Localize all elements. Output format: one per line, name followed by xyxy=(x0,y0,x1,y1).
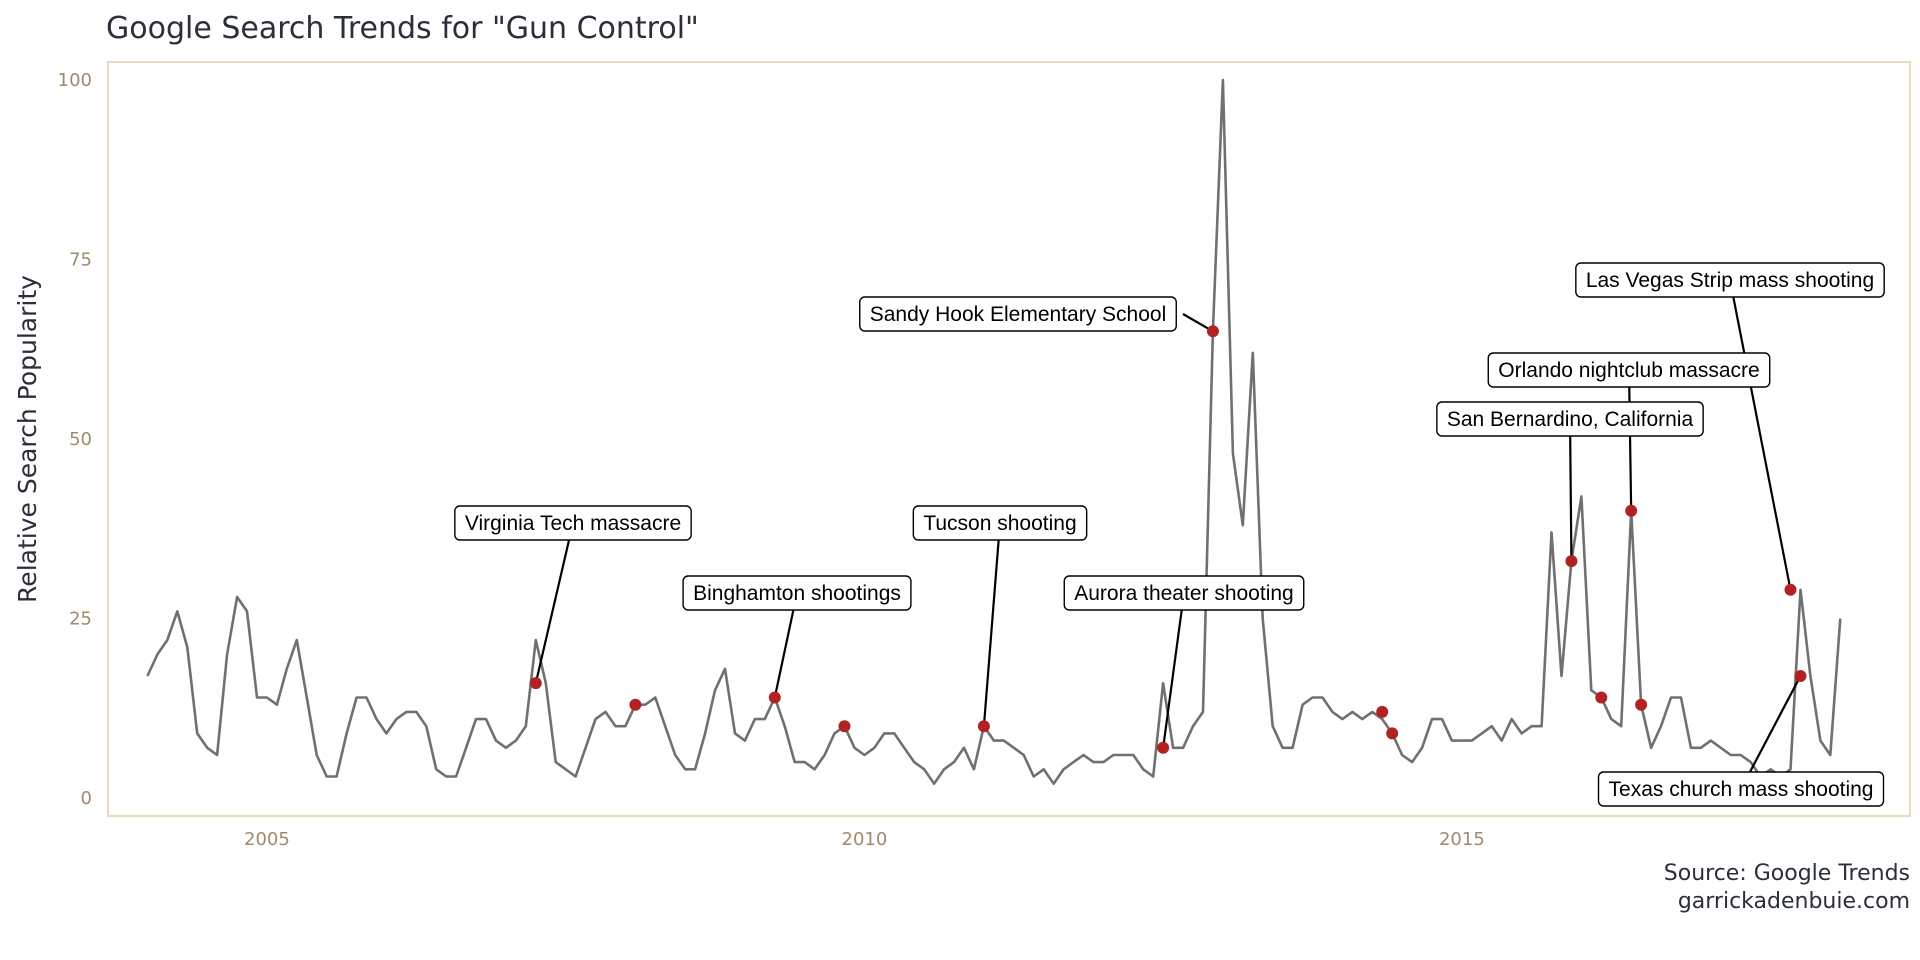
event-point xyxy=(1376,705,1389,718)
annotation-leader xyxy=(534,522,575,684)
event-point xyxy=(1595,691,1608,704)
annotation-label: San Bernardino, California xyxy=(1436,401,1704,437)
annotation-text: Texas church mass shooting xyxy=(1609,778,1874,801)
event-point xyxy=(1565,555,1578,568)
annotation-leader xyxy=(1627,369,1633,511)
annotation-label: Aurora theater shooting xyxy=(1063,575,1305,611)
event-point xyxy=(1635,698,1648,711)
y-tick-label: 25 xyxy=(69,609,92,630)
annotation-label: Orlando nightclub massacre xyxy=(1487,352,1771,388)
chart-title: Google Search Trends for "Gun Control" xyxy=(106,11,699,46)
annotation-text: Tucson shooting xyxy=(923,512,1076,535)
annotation-box xyxy=(912,505,1088,541)
event-point xyxy=(529,677,542,690)
x-tick-label: 2015 xyxy=(1439,829,1485,850)
annotation-box xyxy=(1597,771,1885,807)
annotation-leader xyxy=(1740,675,1802,790)
annotation-box xyxy=(1575,262,1885,298)
y-tick-label: 75 xyxy=(69,249,92,270)
x-tick-label: 2005 xyxy=(244,829,290,850)
annotation-label: Texas church mass shooting xyxy=(1597,771,1885,807)
annotation-label: Sandy Hook Elementary School xyxy=(859,296,1177,332)
annotation-leaders xyxy=(534,279,1802,790)
annotation-box xyxy=(1487,352,1771,388)
annotation-label: Binghamton shootings xyxy=(682,575,912,611)
annotation-text: Binghamton shootings xyxy=(693,582,901,605)
y-axis-label: Relative Search Popularity xyxy=(13,275,42,603)
annotation-text: Las Vegas Strip mass shooting xyxy=(1586,269,1874,292)
annotation-leader xyxy=(1162,592,1186,748)
annotation-text: Aurora theater shooting xyxy=(1074,582,1293,605)
event-point xyxy=(1386,727,1399,740)
annotation-text: Sandy Hook Elementary School xyxy=(870,303,1167,326)
event-point xyxy=(977,720,990,733)
event-point xyxy=(1157,741,1170,754)
x-tick-label: 2010 xyxy=(842,829,888,850)
annotation-box xyxy=(682,575,912,611)
annotation-box xyxy=(859,296,1177,332)
event-point xyxy=(1794,669,1807,682)
annotation-leader xyxy=(982,522,1002,727)
series-line xyxy=(146,78,1842,785)
annotation-labels: Virginia Tech massacre Binghamton shootin… xyxy=(454,262,1885,807)
event-point xyxy=(1206,325,1219,338)
annotation-label: Tucson shooting xyxy=(912,505,1088,541)
annotation-text: San Bernardino, California xyxy=(1447,408,1694,431)
y-tick-label: 50 xyxy=(69,429,92,450)
y-tick-label: 0 xyxy=(81,788,92,809)
event-point xyxy=(1625,504,1638,517)
y-axis-ticks: 0 25 50 75 100 xyxy=(58,70,92,809)
event-point xyxy=(838,720,851,733)
annotation-box xyxy=(1436,401,1704,437)
annotation-text: Virginia Tech massacre xyxy=(465,512,681,535)
x-axis-ticks: 2005 2010 2015 xyxy=(244,829,1485,850)
event-points xyxy=(529,325,1807,754)
caption-site: garrickadenbuie.com xyxy=(1678,889,1910,914)
annotation-leader xyxy=(1568,418,1573,562)
annotation-box xyxy=(1063,575,1305,611)
annotation-text: Orlando nightclub massacre xyxy=(1498,359,1759,382)
annotation-label: Las Vegas Strip mass shooting xyxy=(1575,262,1885,298)
event-point xyxy=(629,698,642,711)
annotation-box xyxy=(454,505,692,541)
y-tick-label: 100 xyxy=(58,70,92,91)
event-point xyxy=(1784,583,1797,596)
annotation-label: Virginia Tech massacre xyxy=(454,505,692,541)
caption-source: Source: Google Trends xyxy=(1664,861,1910,886)
panel-border xyxy=(107,61,1911,817)
annotation-leader xyxy=(1728,279,1792,591)
event-point xyxy=(768,691,781,704)
